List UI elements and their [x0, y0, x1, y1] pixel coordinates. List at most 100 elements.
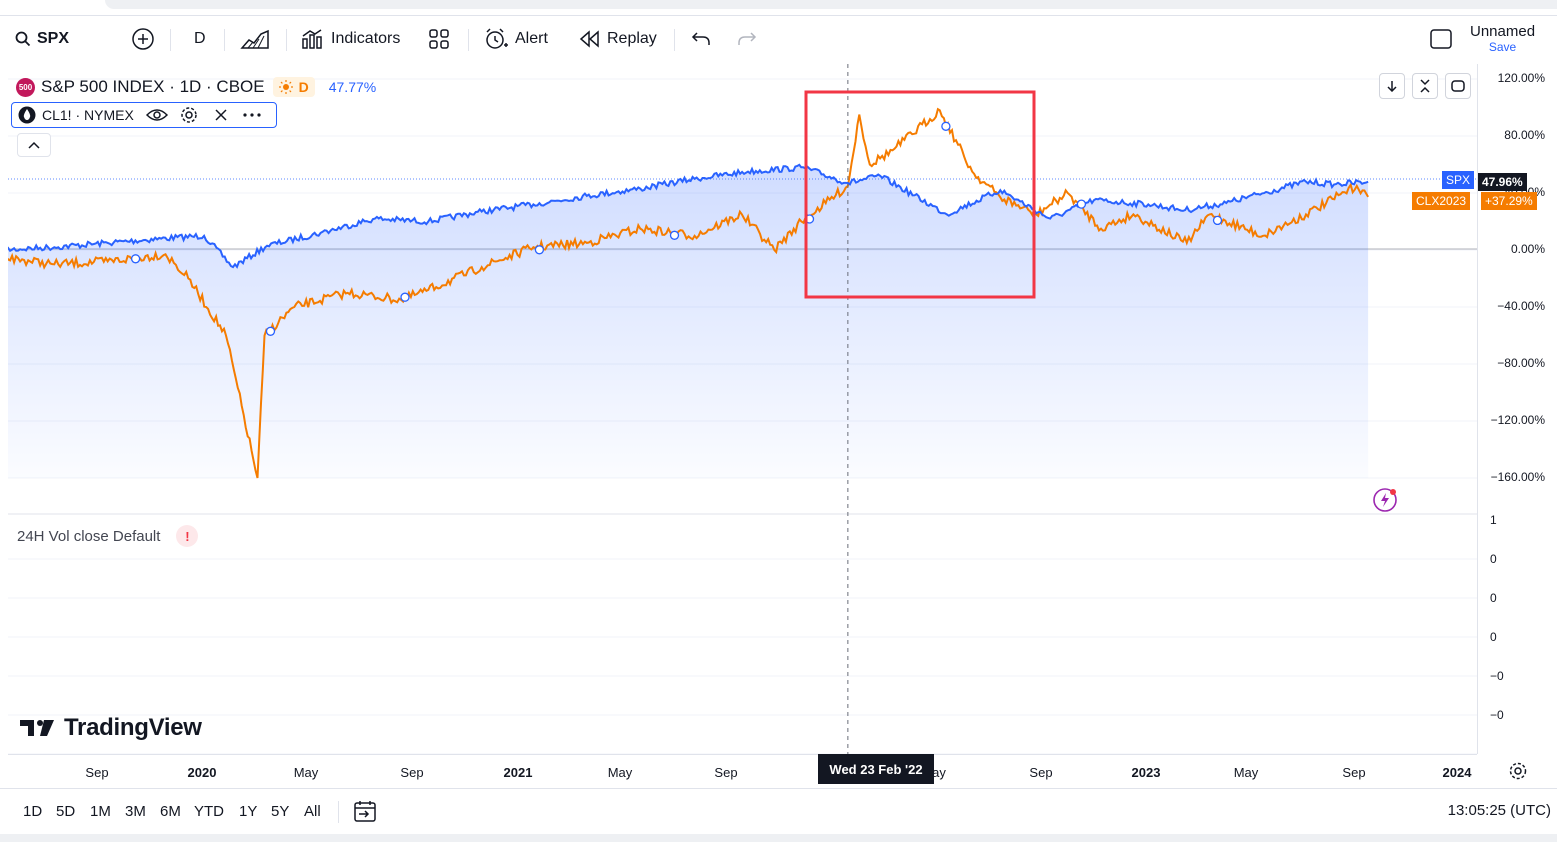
rewind-icon — [579, 30, 599, 48]
volume-axis-label: −0 — [1490, 669, 1504, 683]
compare-symbol-button[interactable] — [131, 16, 155, 62]
pane-move-down-button[interactable] — [1379, 73, 1405, 99]
price-axis[interactable]: 120.00%80.00%40.00%0.00%−40.00%−80.00%−1… — [1477, 64, 1557, 754]
series-marker — [400, 292, 410, 302]
price-axis-label: −160.00% — [1490, 470, 1545, 484]
volume-axis-label: 0 — [1490, 552, 1497, 566]
layout-checkbox[interactable] — [1429, 16, 1453, 62]
plus-circle-icon — [132, 28, 154, 50]
save-label: Save — [1488, 40, 1517, 54]
cl-series-line — [8, 107, 1369, 479]
range-button-5y[interactable]: 5Y — [271, 803, 290, 820]
time-axis-label: 2024 — [1442, 765, 1472, 780]
series-marker — [130, 254, 141, 264]
go-to-date-button[interactable] — [352, 799, 378, 830]
spx-tag-name: SPX — [1446, 173, 1471, 187]
undo-button[interactable] — [690, 16, 712, 62]
time-axis-label: 2021 — [503, 765, 533, 780]
series-marker — [265, 326, 276, 336]
toolbar-separator — [224, 29, 225, 51]
series-marker — [941, 121, 951, 131]
time-axis-label: 2023 — [1131, 765, 1161, 780]
pane-collapse-button[interactable] — [1412, 73, 1438, 99]
range-button-1y[interactable]: 1Y — [239, 803, 258, 820]
chevron-up-icon — [28, 141, 40, 149]
replay-button[interactable]: Replay — [578, 16, 657, 62]
sun-icon — [278, 80, 293, 94]
redo-button[interactable] — [736, 16, 758, 62]
crosshair-date-label: Wed 23 Feb '22 — [818, 754, 934, 784]
redo-icon — [738, 32, 757, 45]
compare-symbol: CL1! · NYMEX — [42, 107, 134, 123]
chart-pane[interactable] — [8, 64, 1477, 754]
time-axis-label: ay — [932, 765, 946, 780]
collapse-icon — [1420, 79, 1430, 93]
alert-button[interactable]: Alert — [483, 16, 548, 62]
volume-pane-legend[interactable]: 24H Vol close Default ! — [17, 525, 199, 547]
layout-name: Unnamed — [1470, 23, 1536, 40]
main-series-title: S&P 500 INDEX · 1D · CBOE — [41, 77, 265, 96]
clx-price-tag-name: CLX2023 — [1412, 192, 1471, 210]
price-axis-label: 80.00% — [1504, 128, 1545, 142]
interval-label: D — [194, 30, 206, 47]
top-toolbar: SPX D Indicators Alert Replay Unnamed Sa… — [0, 16, 1557, 62]
spx-logo-badge: 500 — [16, 77, 35, 97]
volume-axis-label: 0 — [1490, 630, 1497, 644]
more-icon[interactable] — [242, 112, 262, 118]
toolbar-separator — [286, 29, 287, 51]
toolbar-separator — [468, 29, 469, 51]
time-axis-label: Sep — [714, 765, 738, 780]
tradingview-wordmark: TradingView — [64, 714, 202, 741]
search-icon — [15, 31, 31, 47]
collapse-legend-button[interactable] — [17, 133, 51, 157]
time-axis-label: Sep — [400, 765, 424, 780]
range-button-3m[interactable]: 3M — [125, 803, 146, 820]
chart-canvas[interactable] — [8, 64, 1477, 754]
undo-icon — [691, 32, 710, 45]
clx-price-tag: +37.29% — [1481, 192, 1537, 210]
toolbar-separator — [170, 29, 171, 51]
toolbar-separator — [338, 801, 339, 823]
time-axis-settings-button[interactable] — [1508, 761, 1528, 786]
spx-price-tag: 47.96% — [1478, 173, 1527, 191]
series-marker — [1076, 199, 1087, 209]
time-axis[interactable]: Sep 2020 May Sep 2021 May Sep ay Sep 2023 May Sep 20… — [8, 754, 1477, 788]
calendar-arrow-icon — [354, 801, 376, 822]
time-axis-label: Sep — [1029, 765, 1053, 780]
main-series-legend[interactable]: 500 S&P 500 INDEX · 1D · CBOE D 47.77% — [16, 76, 376, 98]
layout-name-button[interactable]: Unnamed Save — [1470, 16, 1535, 62]
range-button-6m[interactable]: 6M — [160, 803, 181, 820]
layout-templates-button[interactable] — [428, 16, 450, 62]
price-axis-label: −80.00% — [1497, 356, 1545, 370]
volume-axis-label: 0 — [1490, 591, 1497, 605]
utc-clock[interactable]: 13:05:25 (UTC) — [1448, 802, 1551, 819]
indicators-button[interactable]: Indicators — [300, 16, 400, 62]
clock-label: 13:05:25 (UTC) — [1447, 802, 1551, 819]
chart-type-button[interactable] — [240, 16, 270, 62]
data-updates-button[interactable] — [1372, 486, 1400, 519]
warning-icon[interactable]: ! — [176, 525, 199, 547]
gear-icon[interactable] — [180, 106, 198, 124]
market-status-badge[interactable]: D — [272, 77, 315, 97]
interval-button[interactable]: D — [194, 16, 206, 62]
bottom-toolbar: 13:05:25 (UTC) 1D 5D 1M 3M 6M YTD 1Y 5Y All — [0, 788, 1557, 834]
series-marker — [1212, 215, 1223, 226]
arrow-down-icon — [1387, 81, 1397, 92]
close-icon[interactable] — [214, 108, 228, 122]
range-button-1d[interactable]: 1D — [23, 803, 43, 820]
eye-icon[interactable] — [145, 107, 168, 123]
tab-strip — [0, 0, 1557, 16]
square-icon — [1430, 29, 1452, 49]
range-button-all[interactable]: All — [304, 803, 321, 820]
clx-tag-name: CLX2023 — [1416, 194, 1467, 208]
symbol-search-button[interactable]: SPX — [14, 16, 69, 62]
pane-maximize-button[interactable] — [1445, 73, 1471, 99]
range-button-5d[interactable]: 5D — [56, 803, 76, 820]
replay-label: Replay — [607, 30, 657, 47]
series-markers — [130, 121, 1223, 336]
range-button-ytd[interactable]: YTD — [194, 803, 224, 820]
range-button-1m[interactable]: 1M — [90, 803, 111, 820]
symbol-label: SPX — [37, 30, 70, 47]
tradingview-logo[interactable]: TradingView — [20, 714, 202, 742]
compare-series-legend[interactable]: CL1! · NYMEX — [11, 102, 277, 128]
